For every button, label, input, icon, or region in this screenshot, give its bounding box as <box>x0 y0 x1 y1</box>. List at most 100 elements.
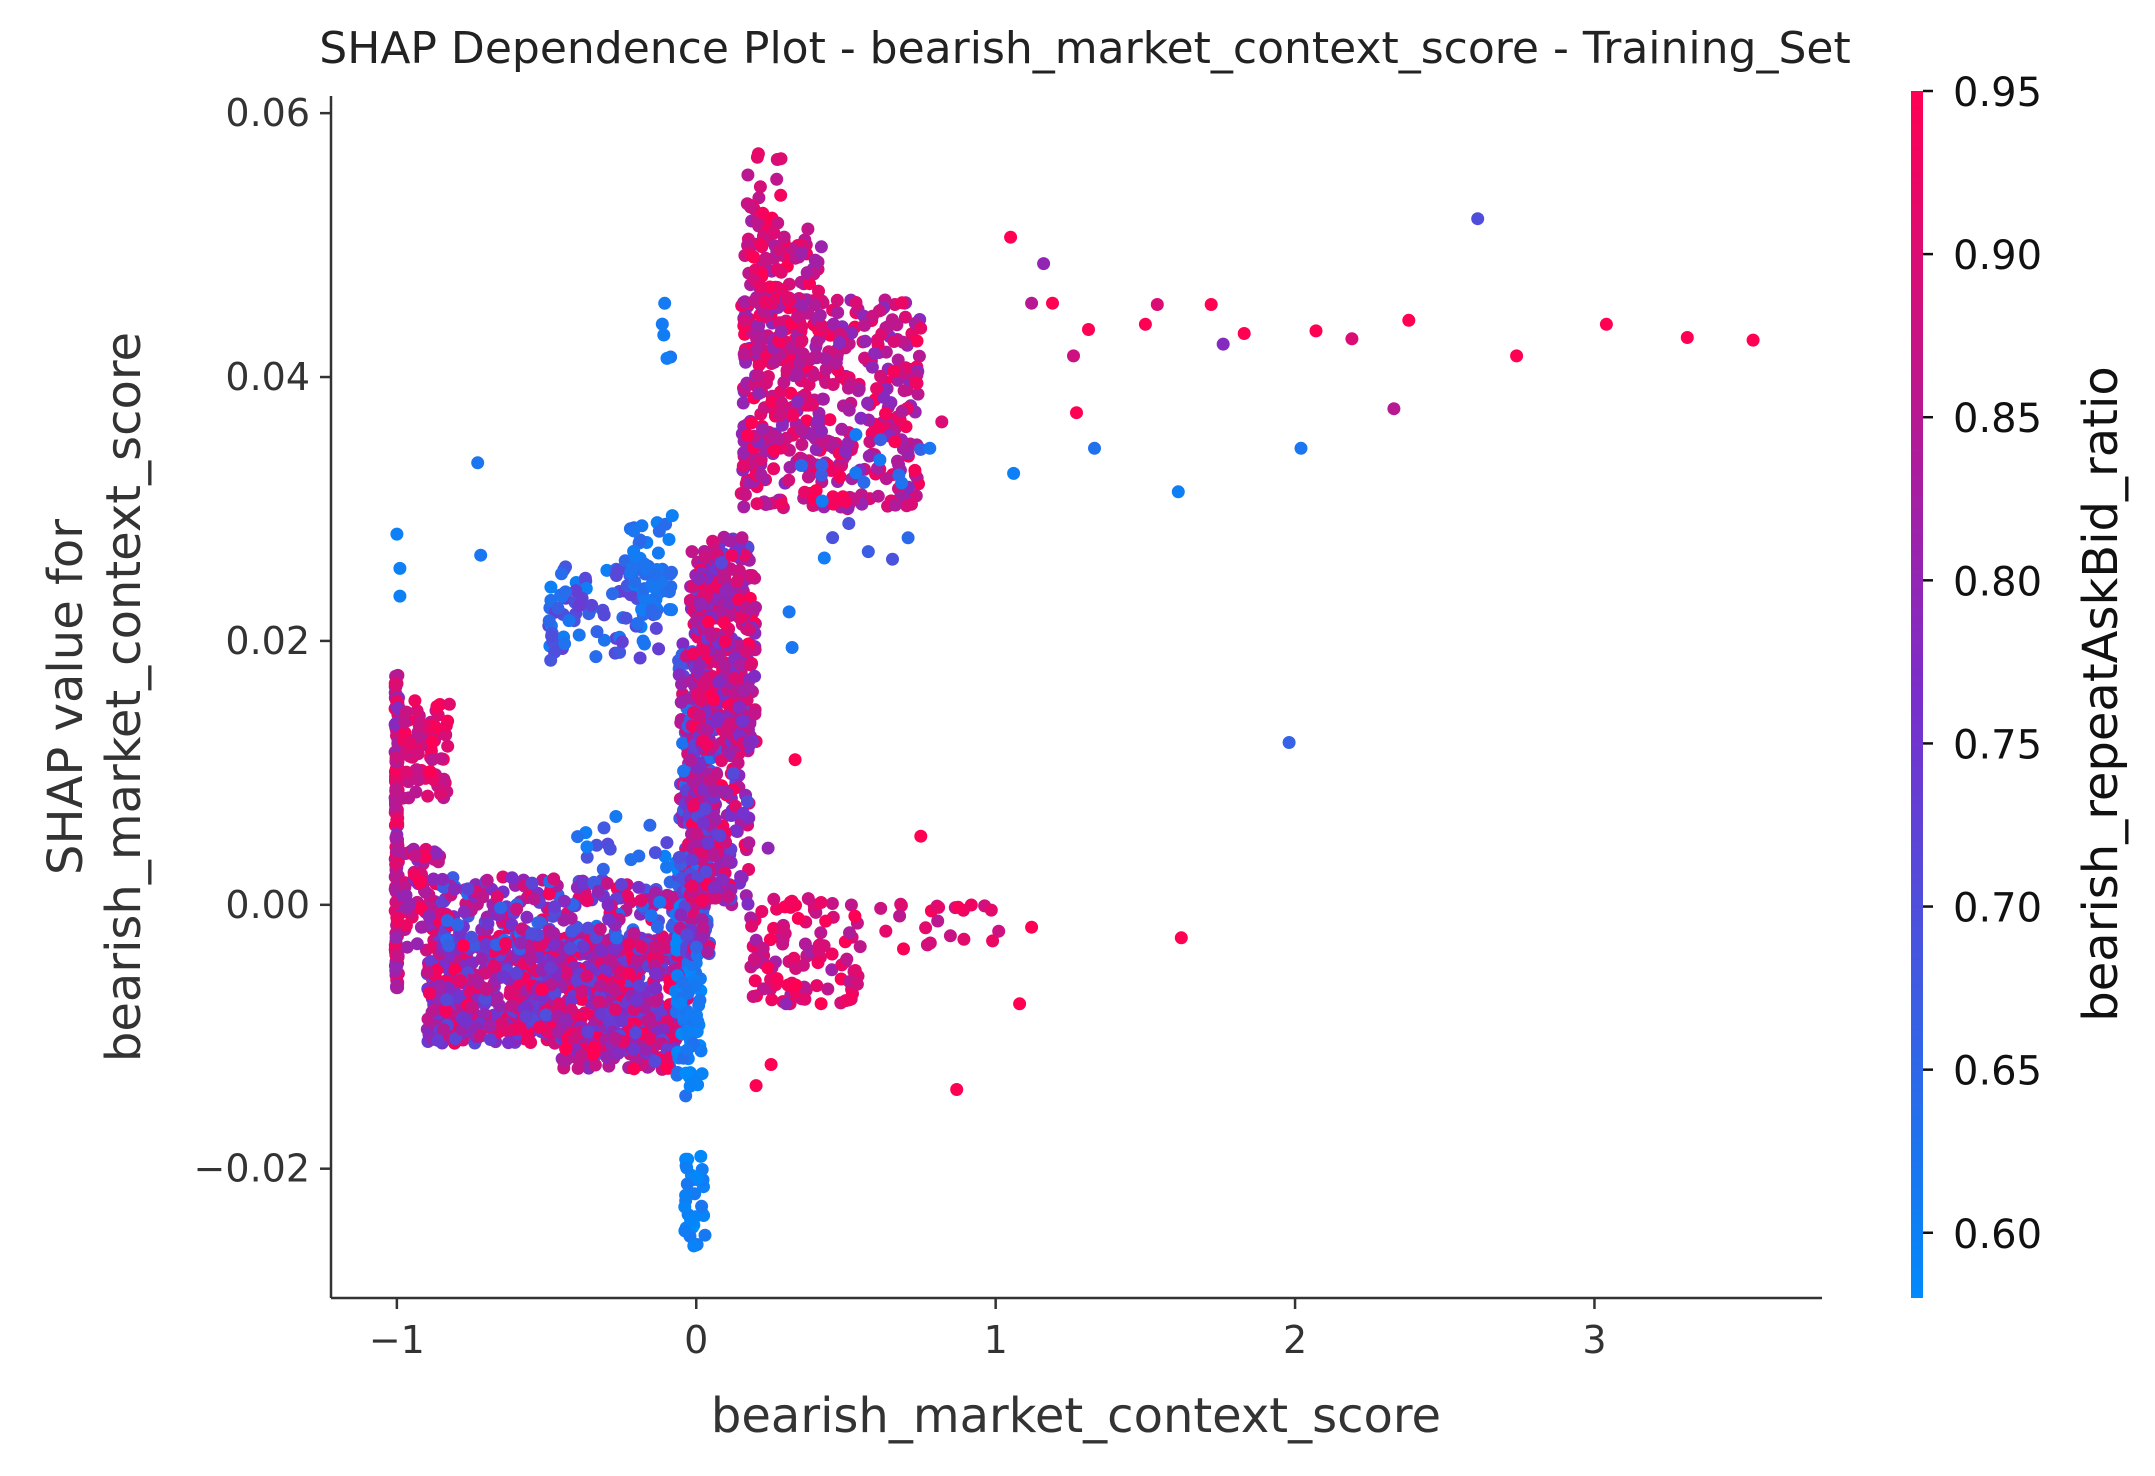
scatter-point <box>548 900 561 914</box>
scatter-point <box>448 882 461 896</box>
scatter-point <box>579 582 593 595</box>
scatter-point <box>524 1036 538 1049</box>
scatter-point <box>732 564 746 578</box>
scatter-point <box>660 836 674 850</box>
scatter-point <box>767 462 781 476</box>
scatter-point <box>774 152 788 166</box>
scatter-point <box>783 460 797 474</box>
scatter-point <box>1150 298 1164 311</box>
scatter-point <box>951 900 965 914</box>
scatter-point <box>398 715 412 729</box>
scatter-point <box>501 1024 515 1038</box>
scatter-point <box>794 335 808 348</box>
scatter-point <box>801 470 815 484</box>
scatter-point <box>1138 317 1152 331</box>
scatter-point <box>865 360 879 374</box>
scatter-point <box>451 990 465 1004</box>
y-tick-label: −0.02 <box>194 1147 310 1191</box>
scatter-point <box>874 433 887 447</box>
scatter-point <box>764 1058 778 1071</box>
scatter-point <box>1174 931 1188 945</box>
scatter-point <box>594 979 608 993</box>
scatter-point <box>696 921 710 935</box>
scatter-point <box>707 692 721 706</box>
scatter-point <box>798 992 812 1006</box>
scatter-point <box>558 1012 572 1026</box>
scatter-point <box>534 916 547 930</box>
scatter-point <box>576 940 590 954</box>
scatter-point <box>542 614 556 628</box>
scatter-point <box>475 952 489 966</box>
scatter-point <box>868 347 882 360</box>
scatter-point <box>436 1023 450 1036</box>
scatter-point <box>840 952 854 966</box>
scatter-point <box>713 828 727 842</box>
scatter-point <box>652 642 666 656</box>
x-tick-label: 0 <box>684 1318 708 1362</box>
scatter-point <box>853 940 867 954</box>
scatter-point <box>393 589 407 603</box>
scatter-point <box>590 838 604 852</box>
scatter-point <box>736 714 749 728</box>
scatter-point <box>496 970 510 984</box>
scatter-point <box>858 318 871 332</box>
scatter-point <box>418 849 432 863</box>
scatter-point <box>935 415 949 429</box>
scatter-point <box>763 280 777 294</box>
scatter-point <box>611 564 625 577</box>
scatter-point <box>815 458 829 472</box>
scatter-point <box>609 810 623 823</box>
scatter-point <box>505 999 519 1013</box>
scatter-point <box>430 846 443 860</box>
scatter-point <box>819 914 833 928</box>
scatter-point <box>735 871 749 885</box>
scatter-point <box>389 858 403 872</box>
scatter-point <box>901 531 915 545</box>
scatter-point <box>897 942 910 956</box>
scatter-point <box>745 569 759 582</box>
scatter-point <box>633 651 647 665</box>
scatter-point <box>1025 296 1039 310</box>
scatter-point <box>777 375 791 389</box>
scatter-point <box>659 941 673 955</box>
scatter-point <box>910 334 924 348</box>
scatter-point <box>801 352 815 366</box>
scatter-point <box>557 913 571 927</box>
scatter-point <box>986 934 1000 948</box>
scatter-point <box>505 871 519 885</box>
scatter-point <box>578 571 592 585</box>
scatter-point <box>494 901 508 915</box>
scatter-point <box>580 850 594 864</box>
scatter-point <box>815 494 829 508</box>
scatter-point <box>431 1033 445 1047</box>
scatter-point <box>474 548 488 562</box>
scatter-point <box>427 1003 440 1017</box>
scatter-point <box>622 967 636 981</box>
scatter-point <box>795 438 809 451</box>
scatter-point <box>499 937 513 950</box>
scatter-point <box>563 942 577 955</box>
scatter-point <box>559 965 573 979</box>
scatter-point <box>753 331 767 345</box>
scatter-point <box>479 966 492 980</box>
scatter-point <box>1599 317 1613 331</box>
scatter-point <box>555 567 568 581</box>
scatter-point <box>684 1213 698 1227</box>
scatter-point <box>849 466 863 480</box>
scatter-point <box>439 719 453 733</box>
scatter-point <box>600 1050 614 1064</box>
scatter-point <box>565 1003 578 1017</box>
scatter-point <box>800 266 814 280</box>
scatter-point <box>831 306 845 319</box>
scatter-point <box>774 188 788 202</box>
scatter-point <box>816 392 830 406</box>
scatter-point <box>426 735 439 748</box>
scatter-point <box>680 1043 694 1057</box>
scatter-point <box>1013 997 1027 1011</box>
scatter-point <box>719 785 733 799</box>
scatter-point <box>483 1019 497 1032</box>
scatter-point <box>559 1042 573 1056</box>
scatter-point <box>542 887 556 901</box>
scatter-point <box>718 659 732 673</box>
